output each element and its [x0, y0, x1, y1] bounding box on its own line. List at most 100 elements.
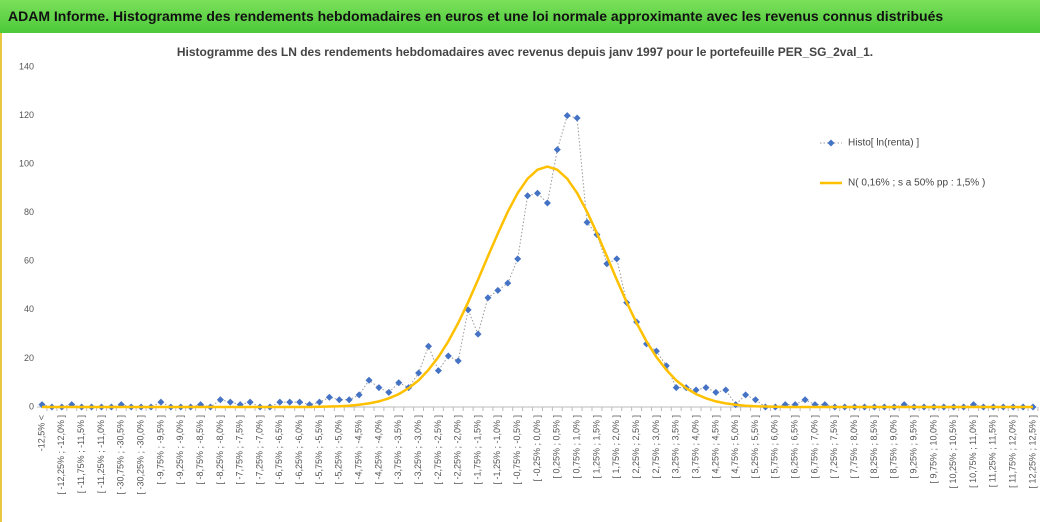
point: [444, 352, 452, 360]
x-tick-label: [ 10,25% ; 10,5% ]: [948, 415, 958, 489]
x-tick-label: [ 9,25% ; 9,5% ]: [908, 415, 918, 479]
point: [494, 286, 502, 294]
x-tick-label: [ 11,75% ; 12,0% ]: [1008, 415, 1018, 488]
x-tick-label: [ -30,75% ; -30,5% ]: [116, 415, 126, 495]
point: [583, 218, 591, 226]
point: [801, 396, 809, 404]
point: [543, 199, 551, 207]
point: [722, 386, 730, 394]
point: [474, 330, 482, 338]
x-tick-label: [ -0,75% ; -0,5% ]: [512, 415, 522, 485]
point: [286, 398, 294, 406]
x-tick-label: [ -5,25% ; -5,0% ]: [334, 415, 344, 485]
legend-swatch: [827, 139, 835, 147]
legend-label: Histo[ ln(renta) ]: [848, 138, 919, 149]
x-tick-label: [ 12,25% ; 12,5% ]: [1027, 415, 1037, 489]
point: [514, 255, 522, 263]
chart-background: [0, 33, 1040, 522]
point: [563, 112, 571, 120]
point: [355, 391, 363, 399]
x-tick-label: [ 3,25% ; 3,5% ]: [671, 415, 681, 479]
point: [742, 391, 750, 399]
point: [702, 384, 710, 392]
point: [553, 146, 561, 154]
point: [365, 376, 373, 384]
x-tick-label: [ -6,25% ; -6,0% ]: [294, 415, 304, 485]
point: [226, 398, 234, 406]
x-tick-label: [ -4,25% ; -4,0% ]: [373, 415, 383, 485]
y-tick-label: 20: [24, 353, 34, 363]
x-tick-label: [ 10,75% ; 11,0% ]: [968, 415, 978, 488]
x-tick-label: [ -2,75% ; -2,5% ]: [433, 415, 443, 485]
x-tick-label: [ -7,25% ; -7,0% ]: [254, 415, 264, 485]
point: [216, 396, 224, 404]
x-tick-label: [ 1,75% ; 2,0% ]: [611, 415, 621, 479]
x-tick-label: [ -4,75% ; -4,5% ]: [353, 415, 363, 485]
x-tick-label: [ 4,25% ; 4,5% ]: [710, 415, 720, 479]
x-tick-label: [ 3,75% ; 4,0% ]: [690, 415, 700, 479]
y-tick-label: 60: [24, 256, 34, 266]
x-tick-label: [ 6,25% ; 6,5% ]: [790, 415, 800, 479]
point: [534, 189, 541, 197]
x-tick-label: [ -2,25% ; -2,0% ]: [453, 415, 463, 485]
point: [524, 192, 532, 200]
point: [712, 388, 720, 396]
x-tick-label: [ 7,25% ; 7,5% ]: [829, 415, 839, 479]
x-tick-label: [ -8,25% ; -8,0% ]: [215, 415, 225, 485]
legend-label: N( 0,16% ; s a 50% pp : 1,5% ): [848, 178, 985, 189]
point: [454, 357, 462, 365]
x-tick-label: [ -9,25% ; -9,0% ]: [175, 415, 185, 485]
x-tick-label: [ -7,75% ; -7,5% ]: [235, 415, 245, 485]
x-tick-label: [ 8,75% ; 9,0% ]: [889, 415, 899, 479]
point: [335, 396, 343, 404]
point: [385, 388, 393, 396]
y-tick-label: 40: [24, 304, 34, 314]
x-tick-label: [ -11,75% ; -11,5% ]: [76, 415, 86, 493]
x-tick-label: [ 8,25% ; 8,5% ]: [869, 415, 879, 479]
y-tick-label: 100: [19, 159, 34, 169]
x-tick-label: [ 11,25% ; 11,5% ]: [988, 415, 998, 487]
point: [157, 398, 165, 406]
chart-title: Histogramme des LN des rendements hebdom…: [177, 45, 873, 59]
x-tick-label: [ 9,75% ; 10,0% ]: [928, 415, 938, 484]
point: [752, 396, 760, 404]
x-tick-label: [ 0,75% ; 1,0% ]: [572, 415, 582, 479]
x-tick-label: [ -9,75% ; -9,5% ]: [155, 415, 165, 485]
point: [395, 379, 403, 387]
point: [246, 398, 254, 406]
x-tick-label: [ 5,25% ; 5,5% ]: [750, 415, 760, 479]
x-tick-label: [ -3,75% ; -3,5% ]: [393, 415, 403, 485]
x-tick-label: -12,5% <: [36, 415, 46, 451]
x-tick-label: [ 1,25% ; 1,5% ]: [591, 415, 601, 479]
x-tick-label: [ -11,25% ; -11,0% ]: [96, 415, 106, 493]
point: [375, 384, 383, 392]
y-tick-label: 0: [29, 401, 34, 411]
x-tick-label: [ 2,75% ; 3,0% ]: [651, 415, 661, 479]
point: [325, 393, 333, 401]
point: [315, 398, 323, 406]
point: [672, 384, 680, 392]
x-tick-label: [ -1,25% ; -1,0% ]: [492, 415, 502, 485]
x-tick-label: [ -3,25% ; -3,0% ]: [413, 415, 423, 485]
point: [424, 342, 432, 350]
point: [484, 294, 492, 302]
x-tick-label: [ -0,25% ; 0,0% ]: [532, 415, 542, 482]
point: [613, 255, 621, 263]
x-tick-label: [ -6,75% ; -6,5% ]: [274, 415, 284, 485]
x-tick-label: [ -12,25% ; -12,0% ]: [56, 415, 66, 495]
point: [415, 369, 423, 377]
y-tick-label: 80: [24, 207, 34, 217]
x-tick-label: [ 4,75% ; 5,0% ]: [730, 415, 740, 479]
x-tick-label: [ 6,75% ; 7,0% ]: [809, 415, 819, 479]
point: [276, 398, 284, 406]
y-tick-label: 120: [19, 110, 34, 120]
x-tick-label: [ 0,25% ; 0,5% ]: [552, 415, 562, 479]
header-title: ADAM Informe. Histogramme des rendements…: [0, 0, 1040, 33]
x-tick-label: [ -5,75% ; -5,5% ]: [314, 415, 324, 485]
point: [296, 398, 304, 406]
x-tick-label: [ -30,25% ; -30,0% ]: [135, 415, 145, 495]
point: [504, 279, 512, 287]
x-tick-label: [ 7,75% ; 8,0% ]: [849, 415, 859, 479]
chart: Histogramme des LN des rendements hebdom…: [0, 33, 1040, 522]
x-tick-label: [ -1,75% ; -1,5% ]: [472, 415, 482, 485]
